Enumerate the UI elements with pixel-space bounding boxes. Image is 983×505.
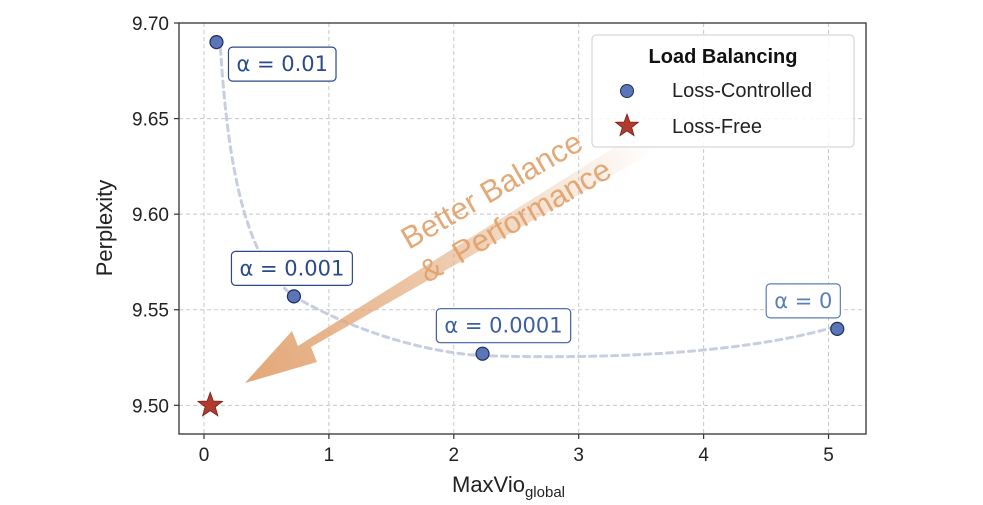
x-tick-label: 3: [573, 445, 584, 466]
legend-star-icon: [614, 112, 640, 137]
x-axis-title-subscript: global: [525, 484, 565, 501]
x-tick-label: 1: [324, 445, 335, 466]
data-point-loss-controlled: [286, 289, 302, 304]
x-axis-title-main: MaxVio: [452, 472, 525, 497]
trend-curve-path: [218, 46, 833, 359]
data-point-loss-controlled: [209, 35, 224, 50]
data-points: [196, 35, 845, 417]
y-tick-label: 9.60: [132, 205, 169, 226]
x-ticks: 0 1 2 3 4 5: [199, 434, 834, 466]
point-label: α = 0.0001: [435, 308, 572, 344]
y-ticks: 9.50 9.55 9.60 9.65 9.70: [132, 14, 179, 417]
x-tick-label: 4: [698, 445, 709, 466]
point-label-text: α = 0.01: [236, 52, 328, 76]
x-tick-label: 2: [449, 445, 460, 466]
point-label-box: [765, 283, 841, 319]
legend: Load Balancing Loss-Controlled Loss-Free: [591, 34, 855, 148]
y-tick-label: 9.65: [132, 110, 169, 131]
arrow-shape: [245, 125, 660, 383]
point-label: α = 0: [765, 283, 841, 319]
point-label-box: [435, 308, 572, 344]
x-tick-label: 5: [823, 445, 834, 466]
legend-label-loss-free: Loss-Free: [672, 116, 762, 138]
point-label: α = 0.001: [230, 250, 353, 286]
data-point-loss-controlled: [475, 346, 490, 361]
legend-circle-icon: [620, 84, 634, 98]
point-label: α = 0.01: [227, 46, 337, 82]
point-label-text: α = 0.001: [239, 256, 344, 280]
y-axis-title: Perplexity: [92, 180, 117, 277]
point-label-box: [230, 250, 353, 286]
point-label-box: [227, 46, 337, 82]
point-label-text: α = 0: [774, 289, 832, 313]
plot-frame: [178, 22, 867, 435]
legend-box: [591, 34, 855, 148]
legend-label-loss-controlled: Loss-Controlled: [672, 80, 812, 102]
legend-title: Load Balancing: [649, 46, 798, 68]
y-tick-label: 9.70: [132, 14, 169, 35]
data-labels: α = 0.01 α = 0.001 α = 0.0001 α = 0: [227, 46, 841, 344]
y-tick-label: 9.50: [132, 396, 169, 417]
point-label-text: α = 0.0001: [444, 314, 562, 338]
data-point-loss-controlled: [830, 321, 845, 336]
y-tick-label: 9.55: [132, 301, 169, 322]
x-axis-title: MaxVioglobal: [452, 472, 565, 501]
x-tick-label: 0: [199, 445, 210, 466]
trend-curve: [218, 46, 833, 359]
data-point-loss-free: [196, 391, 224, 417]
